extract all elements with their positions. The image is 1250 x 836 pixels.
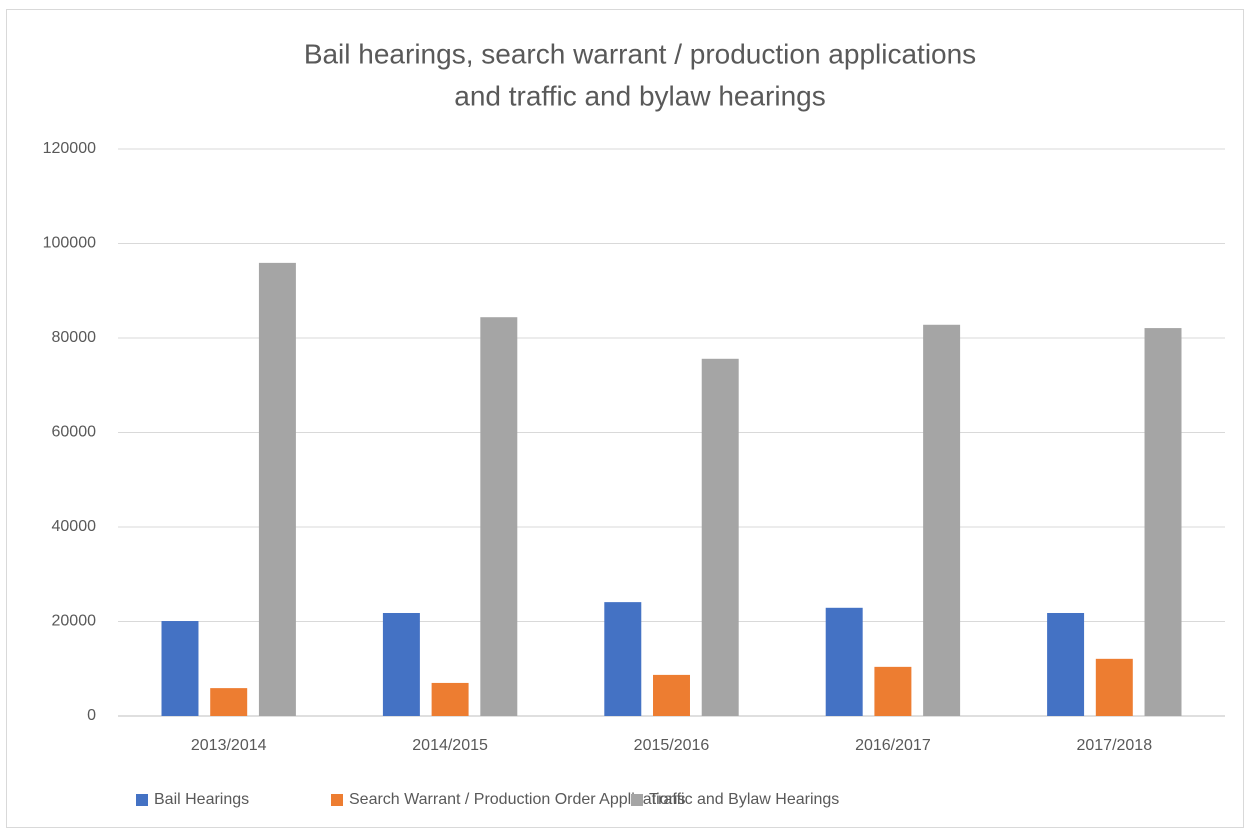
bar (1095, 658, 1133, 716)
legend-label: Traffic and Bylaw Hearings (649, 791, 839, 808)
bar (258, 262, 296, 716)
bar (161, 621, 199, 716)
x-tick-label: 2014/2015 (412, 737, 488, 754)
legend-label: Bail Hearings (154, 791, 249, 808)
bar (431, 682, 469, 716)
bar (825, 607, 863, 716)
y-tick-label: 80000 (52, 329, 97, 346)
x-tick-label: 2017/2018 (1076, 737, 1152, 754)
chart-title: and traffic and bylaw hearings (454, 80, 826, 111)
bar (210, 688, 248, 716)
y-tick-label: 0 (87, 707, 96, 724)
bar (1144, 328, 1182, 716)
y-tick-label: 60000 (52, 424, 97, 441)
bar (382, 612, 420, 716)
bar (1047, 612, 1085, 716)
bar (604, 602, 642, 716)
chart-title: Bail hearings, search warrant / producti… (304, 38, 976, 69)
legend-label: Search Warrant / Production Order Applic… (349, 791, 685, 808)
legend-swatch (136, 794, 148, 806)
legend-swatch (631, 794, 643, 806)
bar (874, 666, 912, 716)
y-tick-label: 20000 (52, 613, 97, 630)
bar (701, 358, 739, 716)
bar (653, 674, 690, 716)
y-tick-label: 100000 (43, 235, 96, 252)
y-tick-label: 40000 (52, 518, 97, 535)
bar (923, 324, 961, 716)
x-tick-label: 2013/2014 (191, 737, 267, 754)
y-tick-label: 120000 (43, 140, 96, 157)
x-tick-label: 2015/2016 (634, 737, 710, 754)
legend-swatch (331, 794, 343, 806)
x-tick-label: 2016/2017 (855, 737, 931, 754)
bar (480, 317, 518, 716)
